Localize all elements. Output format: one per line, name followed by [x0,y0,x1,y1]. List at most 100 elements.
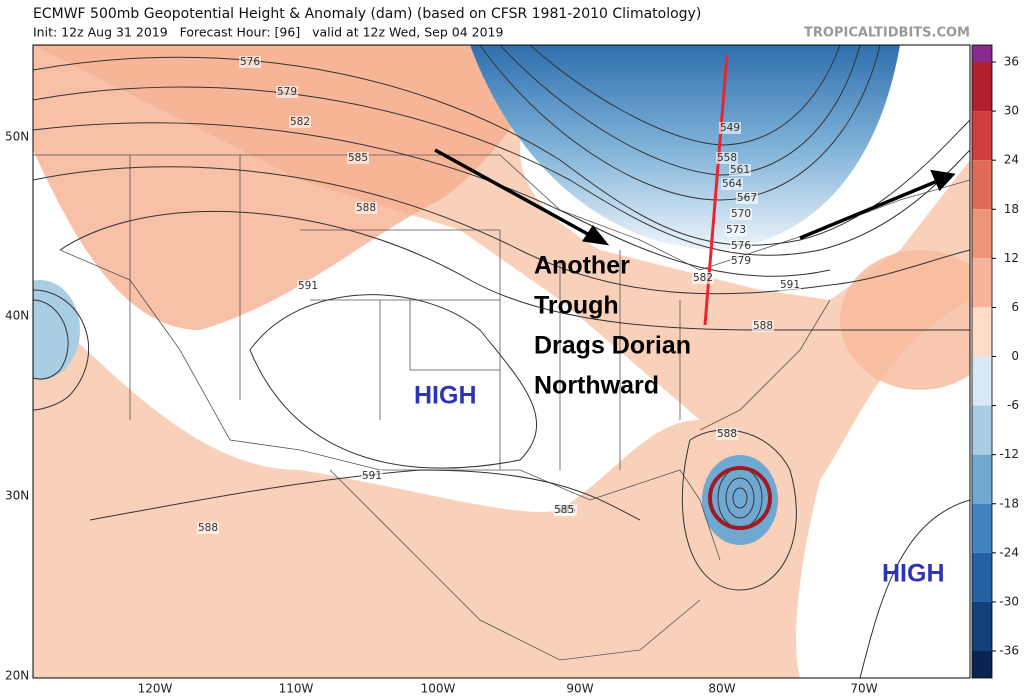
colorbar-tick-label: -18 [999,496,1019,510]
contour-label-bg [730,240,752,252]
longitude-label: 120W [138,682,173,696]
annotation-high: HIGH [414,382,477,410]
colorbar-tick-label: 30 [1004,104,1019,118]
colorbar-segment [972,503,992,553]
contour-label-bg [355,202,377,214]
contour-label: 588 [753,320,773,332]
colorbar-tick-label: 12 [1004,251,1019,265]
colorbar-segment [972,160,992,210]
contour-label-bg [197,522,219,534]
contour-label-bg [716,428,738,440]
map [33,45,970,678]
longitude-label: 90W [566,682,593,696]
contour-label-bg [736,192,758,204]
contour-label-bg [721,178,743,190]
colorbar-tick-label: -12 [999,447,1019,461]
contour-label: 576 [240,56,260,68]
contour-label: 579 [731,255,751,267]
longitude-label: 80W [708,682,735,696]
contour-label: 570 [731,208,751,220]
colorbar-tick-label: 36 [1004,55,1019,69]
latitude-label: 50N [5,130,29,144]
contour-label-bg [361,470,383,482]
colorbar-segment [972,307,992,357]
colorbar-cap [972,651,992,678]
title: ECMWF 500mb Geopotential Height & Anomal… [33,6,701,22]
annotation: Another [534,252,630,280]
contour-label-bg [725,224,747,236]
cold-west [33,280,80,380]
contour-label: 582 [693,272,713,284]
contour-label-bg [347,152,369,164]
colorbar-tick-label: 0 [1011,349,1019,363]
colorbar-tick-label: -30 [999,594,1019,608]
trough-anomaly [470,45,900,250]
arrows [434,148,956,246]
contour-label: 591 [298,280,318,292]
colorbar-segment [972,552,992,602]
contour-label: 579 [277,86,297,98]
contour-label-bg [752,320,774,332]
dorian-circle [708,466,772,530]
contour-label-bg [289,116,311,128]
contour-label-bg [730,255,752,267]
colorbar-segment [972,111,992,161]
annotation-high: HIGH [882,560,945,588]
contour-label: 561 [730,164,750,176]
contour-label: 573 [726,224,746,236]
colorbar-tick-label: 6 [1011,300,1019,314]
colorbar-tick-label: -6 [1007,398,1019,412]
latitude-label: 40N [5,309,29,323]
contour-label: 588 [198,522,218,534]
colorbar-segment [972,601,992,651]
longitude-label: 110W [279,682,314,696]
colorbar-frame [971,44,993,679]
contour-label-bg [239,56,261,68]
annotation: Northward [534,372,659,400]
contour-label: 588 [356,202,376,214]
contour-label: 588 [717,428,737,440]
warm-east [840,250,970,390]
colorbar-tick-label: -36 [999,644,1019,658]
map-frame [32,44,971,679]
contour-label-bg [297,280,319,292]
contour-label: 591 [780,279,800,291]
latitude-label: 30N [5,489,29,503]
colorbar-segment [972,62,992,112]
colorbar-segment [972,405,992,455]
contour-label-bg [729,164,751,176]
contour-label-bg [692,272,714,284]
colorbar-segment [972,258,992,308]
contour-label-bg [730,208,752,220]
contour-label: 585 [554,504,574,516]
colorbar-cap [972,45,992,62]
warm-core [33,45,560,330]
colorbar-tick-label: -24 [999,545,1019,559]
annotation: Trough [534,292,619,320]
contour-label: 558 [717,152,737,164]
colorbar-segment [972,209,992,259]
latitude-label: 20N [5,669,29,683]
source: TROPICALTIDBITS.COM [804,26,970,41]
colorbar-segment [972,356,992,406]
contour-label-bg [779,279,801,291]
longitude-label: 100W [421,682,456,696]
colorbar-tick-label: 18 [1004,202,1019,216]
contour-label: 576 [731,240,751,252]
contour-label: 585 [348,152,368,164]
state-lines [129,155,681,470]
contour-label: 582 [290,116,310,128]
contour-label: 591 [362,470,382,482]
subtitle: Init: 12z Aug 31 2019 Forecast Hour: [96… [33,25,503,40]
colorbar-segment [972,454,992,504]
contour-label: 567 [737,192,757,204]
contour-label-bg [553,504,575,516]
contour-label-bg [716,152,738,164]
annotation: Drags Dorian [534,332,691,360]
contour-label: 564 [722,178,742,190]
longitude-label: 70W [850,682,877,696]
colorbar-tick-label: 24 [1004,153,1019,167]
contour-label-bg [719,122,741,134]
contour-label-bg [276,86,298,98]
